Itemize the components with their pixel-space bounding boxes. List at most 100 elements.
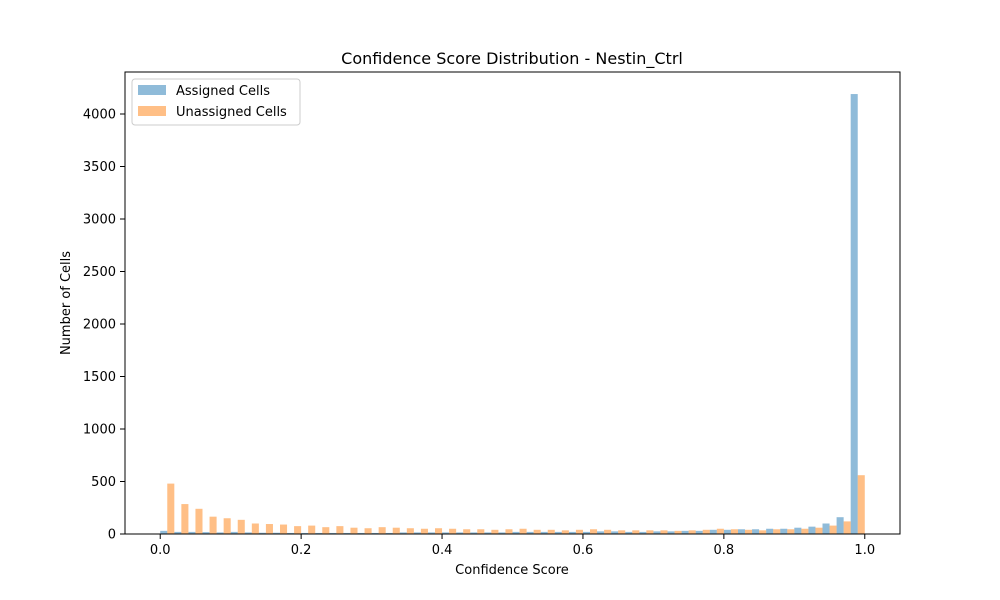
bar-unassigned-cells-31	[604, 529, 612, 534]
bar-assigned-cells-6	[244, 532, 252, 534]
bar-assigned-cells-17	[399, 532, 407, 534]
y-tick-label: 1000	[83, 423, 116, 438]
bar-assigned-cells-1	[174, 531, 182, 534]
y-tick-label: 1500	[83, 370, 116, 385]
bar-assigned-cells-48	[836, 517, 844, 534]
y-tick-label: 500	[91, 475, 116, 490]
bar-unassigned-cells-8	[280, 524, 288, 534]
bar-unassigned-cells-38	[702, 529, 710, 534]
bar-unassigned-cells-21	[463, 529, 471, 534]
bar-unassigned-cells-46	[815, 527, 823, 534]
bar-unassigned-cells-44	[787, 529, 795, 534]
bar-assigned-cells-12	[329, 532, 337, 534]
plot-frame	[124, 71, 901, 535]
bar-unassigned-cells-0	[167, 483, 175, 534]
bar-unassigned-cells-14	[364, 528, 372, 534]
bar-unassigned-cells-47	[829, 525, 837, 534]
legend-label-assigned-cells: Assigned Cells	[176, 84, 270, 99]
bar-assigned-cells-22	[470, 532, 478, 534]
bar-unassigned-cells-24	[505, 529, 513, 534]
bar-unassigned-cells-13	[350, 527, 358, 534]
bar-unassigned-cells-32	[618, 530, 626, 534]
x-axis-ticks: 0.0 0.2 0.4 0.6 0.8 1.0	[150, 534, 875, 558]
bar-unassigned-cells-19	[435, 528, 443, 534]
bar-unassigned-cells-3	[209, 516, 217, 534]
bar-assigned-cells-24	[498, 532, 506, 534]
bar-unassigned-cells-9	[294, 526, 302, 535]
legend-swatch-assigned-cells	[138, 85, 166, 95]
x-tick-label: 0.6	[573, 543, 594, 558]
bar-unassigned-cells-16	[392, 527, 400, 534]
x-tick-label: 0.4	[432, 543, 453, 558]
bar-unassigned-cells-7	[265, 524, 273, 534]
bar-unassigned-cells-1	[181, 504, 189, 534]
bar-assigned-cells-40	[723, 529, 731, 534]
legend-label-unassigned-cells: Unassigned Cells	[176, 105, 287, 120]
bar-assigned-cells-47	[822, 523, 830, 534]
y-axis-ticks: 0 500 1000 1500 2000 2500 3000 3500 4000	[83, 108, 125, 543]
bar-assigned-cells-45	[794, 527, 802, 534]
bar-assigned-cells-9	[287, 532, 295, 534]
bar-unassigned-cells-35	[660, 530, 668, 534]
bar-assigned-cells-5	[230, 531, 238, 534]
legend: Assigned Cells Unassigned Cells	[131, 78, 301, 126]
bar-assigned-cells-37	[681, 530, 689, 534]
bar-assigned-cells-23	[484, 532, 492, 534]
x-tick-label: 0.0	[150, 543, 171, 558]
x-tick-label: 0.8	[714, 543, 735, 558]
bar-assigned-cells-32	[611, 531, 619, 535]
bar-assigned-cells-18	[413, 532, 421, 534]
bar-assigned-cells-4	[216, 532, 224, 534]
bar-assigned-cells-44	[780, 528, 788, 534]
bar-assigned-cells-25	[512, 531, 520, 534]
bar-assigned-cells-7	[258, 532, 266, 534]
y-tick-label: 0	[108, 528, 116, 543]
bar-unassigned-cells-41	[745, 529, 753, 534]
legend-swatch-unassigned-cells	[138, 106, 166, 116]
bar-unassigned-cells-15	[378, 527, 386, 534]
bar-unassigned-cells-43	[773, 529, 781, 534]
bar-assigned-cells-34	[639, 531, 647, 534]
bar-assigned-cells-41	[737, 529, 745, 534]
bar-unassigned-cells-48	[843, 521, 851, 534]
bar-assigned-cells-8	[272, 532, 280, 534]
bar-unassigned-cells-5	[237, 519, 245, 534]
bar-assigned-cells-2	[188, 531, 196, 534]
bar-assigned-cells-0	[160, 530, 168, 534]
bar-unassigned-cells-25	[519, 528, 527, 534]
bar-unassigned-cells-23	[491, 529, 499, 534]
bar-assigned-cells-30	[582, 531, 590, 534]
bar-assigned-cells-33	[625, 531, 633, 534]
chart-title: Confidence Score Distribution - Nestin_C…	[341, 49, 683, 69]
bar-unassigned-cells-2	[195, 508, 203, 534]
bar-unassigned-cells-4	[223, 518, 231, 534]
bar-assigned-cells-16	[385, 532, 393, 534]
y-tick-label: 2000	[83, 318, 116, 333]
bar-unassigned-cells-30	[590, 529, 598, 534]
bar-assigned-cells-15	[371, 532, 379, 534]
bar-assigned-cells-31	[597, 531, 605, 535]
bar-unassigned-cells-18	[420, 528, 428, 534]
bar-assigned-cells-3	[202, 532, 210, 534]
bar-unassigned-cells-12	[336, 526, 344, 535]
x-tick-label: 0.2	[291, 543, 312, 558]
bar-assigned-cells-19	[427, 532, 435, 534]
y-axis-title: Number of Cells	[59, 251, 74, 355]
bar-assigned-cells-11	[315, 532, 323, 534]
bar-unassigned-cells-45	[801, 528, 809, 534]
bar-unassigned-cells-39	[716, 528, 724, 534]
bar-unassigned-cells-17	[406, 528, 414, 534]
bar-unassigned-cells-37	[688, 530, 696, 534]
bar-assigned-cells-36	[667, 531, 675, 535]
bar-assigned-cells-14	[357, 532, 365, 534]
bar-assigned-cells-26	[526, 531, 534, 534]
bar-assigned-cells-28	[554, 531, 562, 534]
bar-unassigned-cells-40	[730, 529, 738, 534]
bar-unassigned-cells-33	[632, 530, 640, 534]
bar-assigned-cells-13	[343, 532, 351, 534]
y-tick-label: 3000	[83, 213, 116, 228]
bar-assigned-cells-43	[766, 528, 774, 534]
bar-assigned-cells-42	[752, 529, 760, 534]
x-axis-title: Confidence Score	[455, 563, 569, 578]
